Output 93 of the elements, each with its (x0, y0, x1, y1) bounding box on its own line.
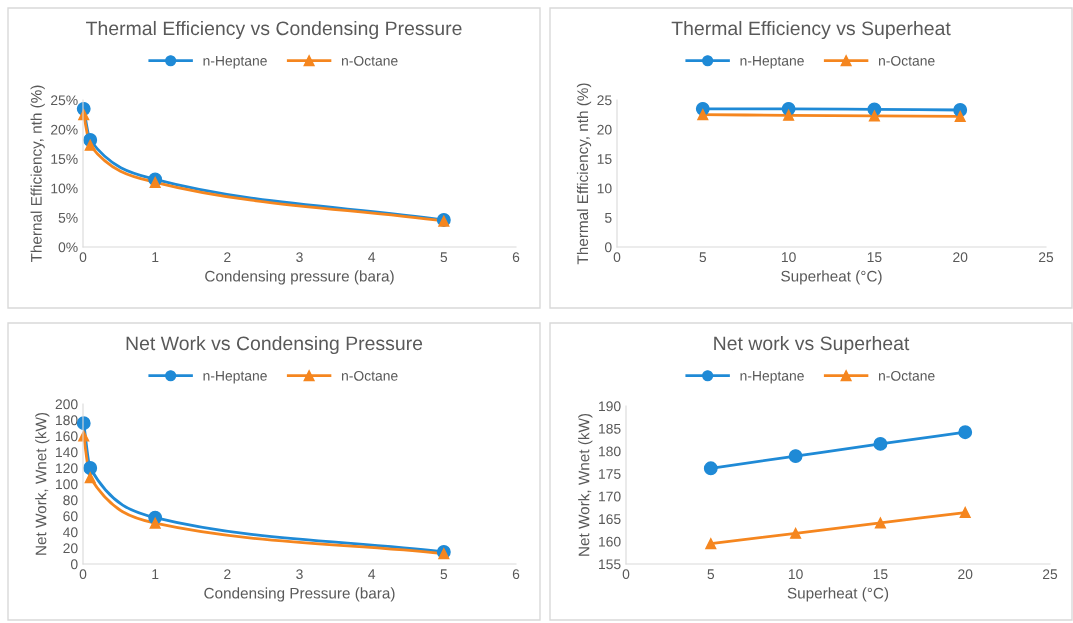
x-tick-label: 5 (707, 569, 715, 580)
point (84, 472, 96, 484)
point (783, 109, 795, 121)
y-tick-label: 180 (56, 415, 78, 426)
y-tick-label: 140 (56, 447, 78, 458)
x-tick-label: 6 (512, 569, 520, 580)
x-axis-title: Superheat (°C) (781, 270, 882, 285)
y-tick-label: 175 (599, 469, 621, 479)
y-tick-label: 15 (597, 154, 612, 164)
point (83, 461, 98, 475)
y-tick-label: 0 (70, 559, 78, 570)
y-tick-label: 25 (597, 95, 612, 106)
x-tick-label: 20 (958, 569, 973, 580)
x-tick-label: 25 (1038, 252, 1054, 263)
point (958, 425, 973, 440)
point (959, 506, 971, 519)
x-tick-label: 25 (1042, 569, 1058, 580)
x-axis-title: Superheat (°C) (787, 587, 889, 602)
y-tick-label: 10% (51, 183, 78, 194)
y-axis-title: Thermal Efficiency, nth (%) (576, 83, 592, 265)
point (868, 110, 880, 122)
point (705, 538, 717, 550)
point (790, 527, 802, 539)
y-tick-label: 10 (597, 183, 612, 194)
y-axis-title: Net Work, Wnet (kW) (35, 412, 50, 555)
x-tick-label: 4 (368, 252, 376, 262)
x-tick-label: 3 (296, 252, 303, 263)
chart-title: Thermal Efficiency vs Superheat (671, 20, 951, 40)
x-tick-label: 4 (368, 569, 376, 579)
y-tick-label: 185 (599, 423, 621, 434)
y-tick-label: 170 (599, 491, 621, 502)
x-axis-title: Condensing pressure (bara) (205, 270, 394, 285)
x-tick-label: 3 (296, 569, 303, 580)
x-tick-label: 5 (699, 252, 707, 263)
y-tick-label: 160 (599, 536, 621, 547)
y-tick-label: 40 (63, 527, 78, 538)
legend-label: n-Heptane (203, 371, 267, 384)
y-tick-label: 0 (604, 242, 612, 253)
y-tick-label: 80 (63, 495, 78, 506)
y-tick-label: 60 (63, 511, 78, 522)
chart-title: Net Work vs Condensing Pressure (126, 335, 423, 355)
y-axis-title: Net Work, Wnet (kW) (578, 413, 593, 556)
point (149, 517, 161, 529)
y-tick-label: 25% (51, 95, 78, 106)
y-tick-label: 20 (597, 124, 612, 135)
legend-label: n-Octane (341, 370, 398, 381)
x-tick-label: 0 (79, 569, 87, 580)
y-tick-label: 20 (63, 543, 78, 554)
x-tick-label: 5 (440, 569, 448, 580)
point (149, 176, 161, 188)
x-tick-label: 10 (788, 569, 803, 580)
x-tick-label: 15 (867, 252, 882, 263)
x-tick-label: 6 (512, 252, 520, 263)
y-tick-label: 200 (55, 399, 78, 410)
x-tick-label: 2 (224, 569, 231, 579)
chart-title: Thermal Efficiency vs Condensing Pressure (86, 20, 462, 40)
y-tick-label: 155 (599, 559, 621, 570)
y-tick-label: 120 (56, 463, 78, 474)
y-tick-label: 190 (599, 401, 621, 412)
legend-label: n-Heptane (203, 56, 267, 69)
x-tick-label: 1 (152, 252, 159, 262)
legend-label: n-Octane (878, 370, 935, 381)
y-tick-label: 5% (58, 212, 78, 223)
legend-label: n-Heptane (740, 56, 804, 69)
y-tick-label: 180 (599, 446, 621, 457)
point (84, 139, 96, 151)
y-tick-label: 100 (56, 479, 78, 490)
y-tick-label: 20% (51, 124, 78, 135)
y-tick-label: 5 (604, 213, 612, 223)
x-tick-label: 10 (781, 252, 796, 263)
chart-title: Net work vs Superheat (714, 335, 910, 355)
point (788, 449, 803, 464)
x-tick-label: 5 (440, 252, 448, 263)
y-tick-label: 15% (51, 154, 78, 164)
x-axis-title: Condensing Pressure (bara) (204, 587, 395, 602)
legend-label: n-Octane (341, 55, 398, 66)
x-tick-label: 15 (873, 569, 888, 580)
x-tick-label: 20 (953, 252, 968, 263)
y-tick-label: 165 (599, 514, 621, 525)
y-tick-label: 160 (56, 431, 78, 442)
point (873, 436, 888, 451)
point (874, 517, 886, 529)
x-tick-label: 2 (224, 252, 231, 262)
point (954, 110, 966, 123)
y-axis-title: Thernal Efficiency, nth (%) (30, 85, 45, 263)
legend-label: n-Octane (878, 55, 935, 66)
x-tick-label: 0 (622, 569, 630, 580)
legend-label: n-Heptane (740, 371, 804, 384)
x-tick-label: 1 (152, 569, 159, 579)
y-tick-label: 0% (58, 242, 78, 253)
x-tick-label: 0 (79, 252, 87, 263)
point (697, 109, 709, 121)
point (703, 461, 718, 476)
